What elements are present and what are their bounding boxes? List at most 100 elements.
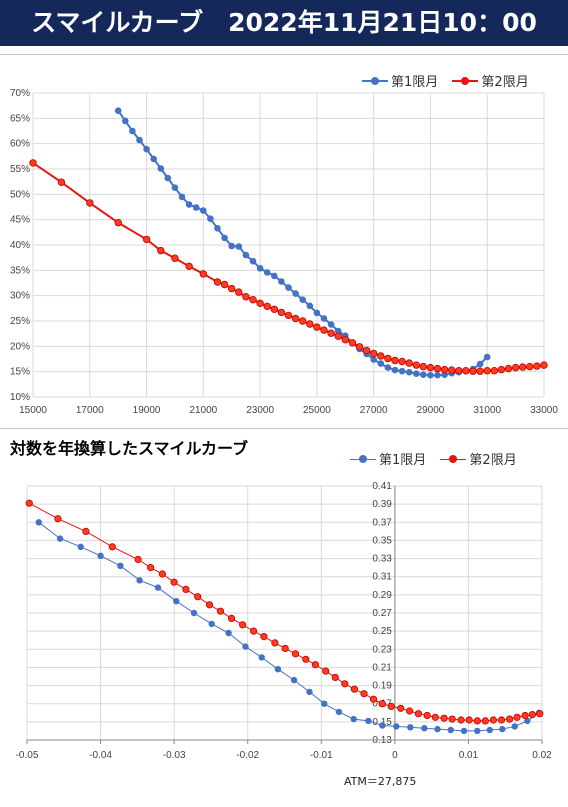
- chart1-point-series-2: [29, 159, 37, 167]
- chart1-legend-label-2: 第2限月: [481, 75, 529, 90]
- chart2-point-series-2: [147, 564, 155, 572]
- chart1-point-series-2: [284, 311, 293, 320]
- chart2-point-series-2: [291, 650, 300, 658]
- chart2-point-series-1: [56, 535, 64, 542]
- chart1-point-series-1: [171, 184, 179, 191]
- chart1-point-series-2: [199, 270, 207, 278]
- chart2-point-series-2: [322, 667, 330, 675]
- chart1-y-tick: 20%: [10, 341, 30, 352]
- chart2-x-tick: -0.04: [89, 750, 112, 761]
- chart2-y-tick: 0.35: [372, 535, 392, 546]
- chart2-x-tick: -0.01: [310, 750, 333, 761]
- chart1-point-series-1: [122, 117, 129, 125]
- chart2-point-series-2: [194, 593, 202, 601]
- chart2-point-series-2: [465, 716, 473, 724]
- chart1-x-tick: 15000: [19, 405, 47, 416]
- chart1-point-series-2: [249, 295, 257, 304]
- chart1-point-series-2: [448, 366, 456, 374]
- chart2-x-tick: -0.05: [16, 750, 39, 761]
- chart2-point-series-2: [360, 690, 368, 698]
- chart1-y-tick: 45%: [10, 215, 30, 226]
- chart2-point-series-2: [457, 716, 465, 724]
- chart1-point-series-2: [270, 305, 278, 313]
- chart2-legend-label-2: 第2限月: [469, 453, 517, 468]
- chart2-y-tick: 0.37: [372, 517, 392, 528]
- chart1-point-series-2: [526, 362, 534, 371]
- chart1-point-series-2: [327, 329, 335, 337]
- chart1-point-series-1: [143, 145, 150, 153]
- chart2-y-tick: 0.19: [372, 681, 392, 692]
- chart1-point-series-2: [519, 363, 527, 371]
- chart1-point-series-2: [540, 361, 548, 369]
- chart2-point-series-2: [505, 715, 514, 723]
- chart2-point-series-1: [136, 577, 143, 584]
- chart1-point-series-1: [299, 296, 307, 303]
- chart1-point-series-2: [86, 199, 94, 207]
- chart1-point-series-1: [178, 193, 186, 201]
- chart2-point-series-2: [25, 499, 33, 507]
- chart2-legend-series-1: 第1限月: [350, 449, 426, 468]
- chart1-point-series-2: [462, 367, 470, 375]
- chart2-point-series-1: [117, 562, 124, 569]
- log-smile-curve-panel: 対数を年換算したスマイルカーブ 第1限月 第2限月 -0.05 -0.04 -0.0…: [0, 428, 568, 807]
- chart1-point-series-1: [200, 207, 207, 214]
- chart2-point-series-1: [460, 727, 468, 735]
- chart2-point-series-2: [448, 715, 456, 723]
- chart2-point-series-1: [393, 723, 400, 730]
- chart1-point-series-1: [192, 204, 200, 211]
- chart1-x-tick: 25000: [303, 405, 331, 416]
- chart1-point-series-1: [413, 370, 420, 378]
- chart1-point-series-2: [299, 317, 307, 325]
- chart2-point-series-2: [521, 711, 529, 720]
- chart1-point-series-1: [334, 327, 342, 335]
- chart2-point-series-1: [173, 598, 180, 605]
- chart1-point-series-1: [391, 366, 399, 374]
- chart2-point-series-2: [271, 639, 279, 647]
- chart2-point-series-2: [431, 713, 439, 721]
- chart2-y-tick: 0.27: [372, 608, 392, 619]
- chart2-point-series-2: [134, 555, 142, 564]
- chart2-point-series-2: [205, 601, 214, 609]
- chart2-point-series-2: [489, 716, 497, 724]
- chart1-point-series-2: [511, 363, 520, 372]
- chart2-point-series-1: [486, 726, 493, 734]
- chart2-point-series-1: [350, 715, 357, 723]
- chart2-point-series-2: [341, 680, 349, 688]
- chart2-point-series-1: [154, 584, 162, 591]
- chart1-point-series-2: [256, 299, 264, 307]
- chart2-point-series-2: [497, 716, 506, 724]
- chart1-point-series-2: [157, 246, 165, 255]
- chart1-point-series-1: [313, 309, 321, 317]
- chart2-point-series-1: [35, 519, 42, 526]
- chart1-point-series-2: [235, 288, 243, 296]
- chart1-point-series-1: [278, 278, 285, 285]
- chart2-point-series-2: [331, 673, 339, 681]
- chart1-point-series-1: [405, 368, 413, 376]
- chart1-point-series-1: [320, 315, 328, 322]
- chart1-x-tick: 21000: [189, 405, 217, 416]
- chart1-point-series-2: [57, 178, 66, 186]
- chart2-point-series-2: [227, 614, 236, 622]
- chart2-point-series-1: [335, 708, 343, 716]
- chart1-point-series-2: [142, 235, 151, 244]
- chart2-point-series-2: [216, 607, 225, 615]
- chart1-point-series-2: [220, 280, 229, 289]
- chart1-point-series-1: [271, 272, 278, 280]
- chart2-x-tick: 0.01: [459, 750, 479, 761]
- chart2-y-tick: 0.33: [372, 554, 392, 565]
- chart1-point-series-1: [221, 234, 228, 242]
- smile-curve-panel: 第1限月 第2限月 15000 17000 19000 21000 23000 25000…: [0, 54, 568, 425]
- chart1-point-series-2: [227, 284, 236, 293]
- chart2-title: 対数を年換算したスマイルカーブ: [10, 439, 249, 458]
- chart2-point-series-1: [258, 654, 265, 661]
- chart1-point-series-1: [150, 155, 157, 163]
- chart2-point-series-2: [350, 685, 358, 693]
- chart1-point-series-2: [242, 292, 250, 301]
- smile-curve-chart: 15000 17000 19000 21000 23000 25000 27000 29000…: [10, 88, 558, 416]
- chart2-x-tick: 0.02: [532, 750, 552, 761]
- chart1-x-tick: 27000: [360, 405, 388, 416]
- chart1-point-series-2: [405, 359, 413, 367]
- chart2-series-line-1: [38, 521, 540, 732]
- chart2-point-series-1: [447, 726, 454, 734]
- chart1-y-tick: 25%: [10, 316, 30, 327]
